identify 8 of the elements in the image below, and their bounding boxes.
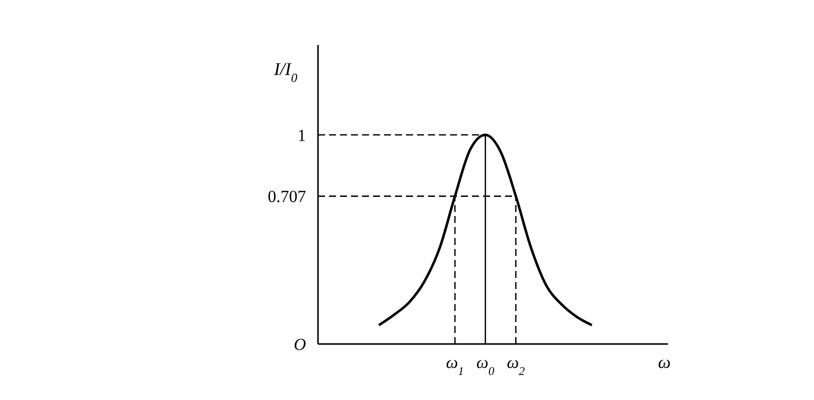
y-tick-label: 1 [298, 126, 306, 145]
y-tick-label: 0.707 [268, 187, 306, 206]
x-tick-label: ω$_{0}$ [476, 353, 494, 378]
y-axis-title: I/I$_{0}$ [273, 59, 298, 85]
x-tick-label: ω$_{1}$ [446, 353, 464, 378]
y-tick-label: O [294, 335, 306, 354]
x-tick-label: ω$_{2}$ [506, 353, 525, 378]
x-axis-title: ω [658, 352, 671, 372]
